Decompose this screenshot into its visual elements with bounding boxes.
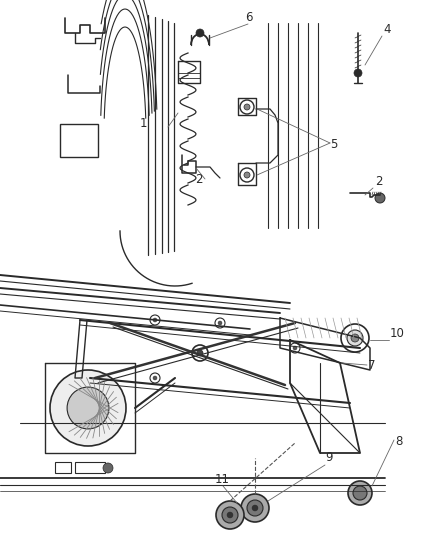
- Circle shape: [292, 346, 297, 350]
- Circle shape: [251, 505, 258, 511]
- Circle shape: [350, 334, 358, 342]
- Text: 5: 5: [329, 138, 337, 151]
- Text: 9: 9: [324, 451, 332, 464]
- Circle shape: [374, 193, 384, 203]
- Circle shape: [103, 463, 113, 473]
- Circle shape: [226, 512, 233, 518]
- Text: 10: 10: [389, 327, 404, 340]
- Text: 2: 2: [374, 175, 381, 188]
- Circle shape: [153, 318, 157, 322]
- Circle shape: [244, 104, 249, 110]
- Text: 7: 7: [367, 359, 374, 372]
- Text: 2: 2: [194, 173, 202, 186]
- Circle shape: [352, 486, 366, 500]
- Circle shape: [240, 494, 268, 522]
- Text: 8: 8: [394, 435, 402, 448]
- Circle shape: [195, 29, 204, 37]
- Text: 4: 4: [382, 23, 390, 36]
- Text: 6: 6: [244, 11, 252, 24]
- Bar: [55, 462, 71, 473]
- Circle shape: [222, 507, 237, 523]
- Circle shape: [218, 321, 222, 325]
- Text: 11: 11: [215, 473, 230, 486]
- Circle shape: [353, 69, 361, 77]
- Circle shape: [50, 370, 126, 446]
- Circle shape: [244, 172, 249, 178]
- Circle shape: [197, 350, 202, 356]
- Circle shape: [67, 387, 109, 429]
- Circle shape: [215, 501, 244, 529]
- Circle shape: [347, 481, 371, 505]
- Bar: [60, 124, 98, 157]
- Circle shape: [346, 330, 362, 346]
- Bar: [75, 462, 105, 473]
- Circle shape: [153, 376, 157, 380]
- Text: 1: 1: [140, 117, 147, 130]
- Circle shape: [247, 500, 262, 516]
